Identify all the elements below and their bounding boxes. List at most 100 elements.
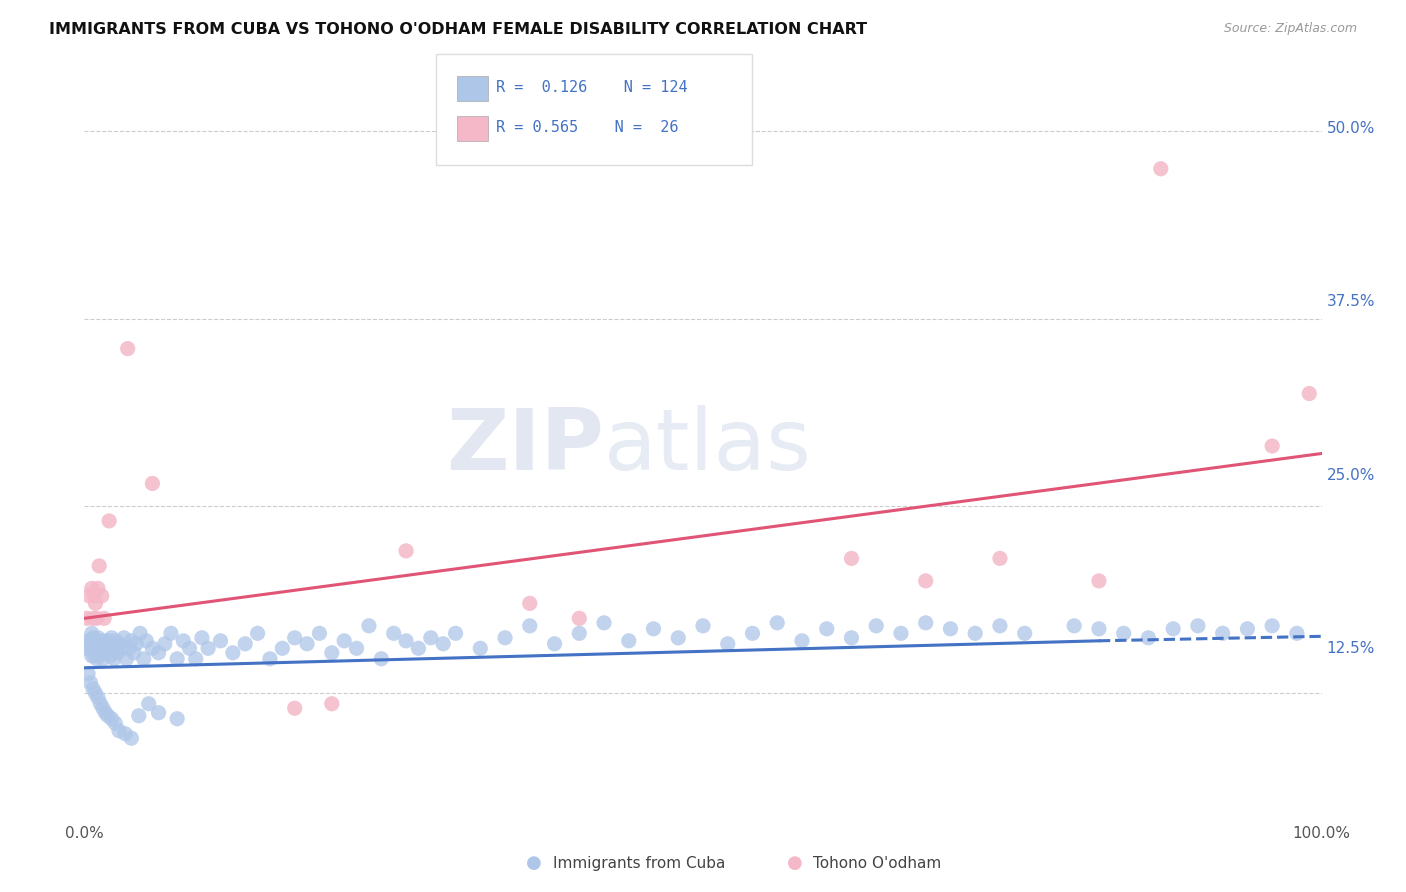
Point xyxy=(1112,626,1135,640)
Point xyxy=(98,514,121,528)
Point xyxy=(100,631,122,645)
Text: atlas: atlas xyxy=(605,404,813,488)
Point xyxy=(101,641,124,656)
Point xyxy=(76,611,98,625)
Point xyxy=(83,641,105,656)
Point xyxy=(519,596,541,610)
Text: IMMIGRANTS FROM CUBA VS TOHONO O'ODHAM FEMALE DISABILITY CORRELATION CHART: IMMIGRANTS FROM CUBA VS TOHONO O'ODHAM F… xyxy=(49,22,868,37)
Point xyxy=(1261,439,1284,453)
Point xyxy=(148,646,170,660)
Point xyxy=(1261,619,1284,633)
Point xyxy=(114,727,136,741)
Point xyxy=(382,626,405,640)
Point xyxy=(141,641,163,656)
Point xyxy=(94,706,117,720)
Point xyxy=(1285,626,1308,640)
Text: Source: ZipAtlas.com: Source: ZipAtlas.com xyxy=(1223,22,1357,36)
Point xyxy=(271,641,294,656)
Point xyxy=(104,716,127,731)
Point xyxy=(87,690,110,705)
Point xyxy=(79,633,101,648)
Point xyxy=(284,701,307,715)
Point xyxy=(166,652,188,666)
Point xyxy=(84,646,107,660)
Point xyxy=(865,619,887,633)
Point xyxy=(179,641,201,656)
Point xyxy=(83,589,105,603)
Point xyxy=(432,637,454,651)
Point xyxy=(1014,626,1036,640)
Point xyxy=(692,619,714,633)
Point xyxy=(259,652,281,666)
Text: R = 0.565    N =  26: R = 0.565 N = 26 xyxy=(496,120,679,135)
Point xyxy=(89,648,111,663)
Point xyxy=(104,633,127,648)
Point xyxy=(191,631,214,645)
Point xyxy=(321,697,343,711)
Text: Tohono O'odham: Tohono O'odham xyxy=(813,856,941,871)
Point xyxy=(153,637,176,651)
Point xyxy=(87,582,110,596)
Point xyxy=(87,641,110,656)
Point xyxy=(914,615,936,630)
Point xyxy=(87,631,110,645)
Point xyxy=(346,641,368,656)
Point xyxy=(97,633,120,648)
Point xyxy=(82,631,104,645)
Point xyxy=(83,648,105,663)
Point xyxy=(617,633,640,648)
Point xyxy=(108,723,131,738)
Point xyxy=(120,731,142,746)
Point xyxy=(138,697,160,711)
Point xyxy=(395,633,418,648)
Point xyxy=(233,637,256,651)
Point xyxy=(76,641,98,656)
Point xyxy=(117,342,139,356)
Point xyxy=(89,558,111,573)
Point xyxy=(84,596,107,610)
Point xyxy=(988,551,1011,566)
Point xyxy=(890,626,912,640)
Point xyxy=(91,701,114,715)
Point xyxy=(543,637,565,651)
Point xyxy=(470,641,492,656)
Point xyxy=(1137,631,1160,645)
Point xyxy=(79,589,101,603)
Point xyxy=(222,646,245,660)
Point xyxy=(1150,161,1173,176)
Text: R =  0.126    N = 124: R = 0.126 N = 124 xyxy=(496,80,688,95)
Point xyxy=(741,626,763,640)
Point xyxy=(86,611,108,625)
Point xyxy=(82,611,104,625)
Point xyxy=(89,697,111,711)
Point xyxy=(118,641,141,656)
Point xyxy=(93,611,115,625)
Point xyxy=(408,641,430,656)
Point xyxy=(79,641,101,656)
Point xyxy=(395,544,418,558)
Point xyxy=(77,633,100,648)
Point xyxy=(321,646,343,660)
Text: ZIP: ZIP xyxy=(446,404,605,488)
Point xyxy=(96,646,118,660)
Point xyxy=(914,574,936,588)
Point xyxy=(84,637,107,651)
Point xyxy=(1298,386,1320,401)
Point xyxy=(841,631,863,645)
Point xyxy=(370,652,392,666)
Point xyxy=(166,712,188,726)
Text: ●: ● xyxy=(526,855,543,872)
Point xyxy=(105,641,128,656)
Point xyxy=(79,675,101,690)
Point xyxy=(494,631,516,645)
Point xyxy=(90,589,112,603)
Point xyxy=(86,633,108,648)
Point xyxy=(129,626,152,640)
Point xyxy=(82,681,104,696)
Point xyxy=(988,619,1011,633)
Point xyxy=(120,633,142,648)
Point xyxy=(98,648,121,663)
Point xyxy=(643,622,665,636)
Point xyxy=(80,582,103,596)
Point xyxy=(1063,619,1085,633)
